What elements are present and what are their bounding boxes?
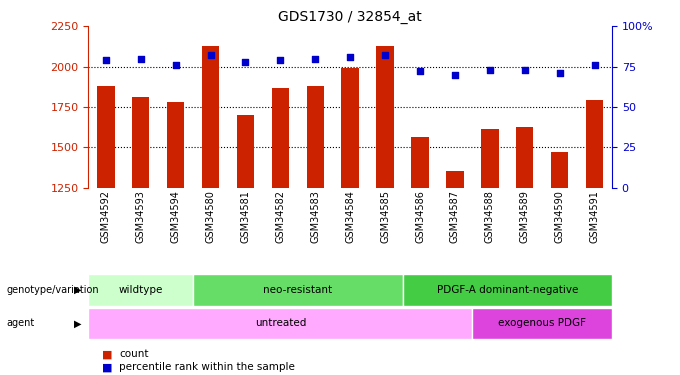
Text: exogenous PDGF: exogenous PDGF [498,318,586,328]
Text: GSM34586: GSM34586 [415,190,425,243]
Bar [193,274,403,306]
Text: PDGF-A dominant-negative: PDGF-A dominant-negative [437,285,578,295]
Text: GSM34584: GSM34584 [345,190,355,243]
Bar [132,97,150,188]
Bar [377,46,394,188]
Text: untreated: untreated [255,318,306,328]
Point [449,72,460,78]
Point [484,67,495,73]
Text: count: count [119,350,148,359]
Bar [341,68,359,188]
Bar [237,115,254,188]
Text: GSM34582: GSM34582 [275,190,286,243]
Point [415,68,426,74]
Bar [411,137,428,188]
Point [170,62,181,68]
Point [554,70,565,76]
Text: GSM34587: GSM34587 [450,190,460,243]
Bar [202,46,219,188]
Text: GSM34593: GSM34593 [136,190,146,243]
Text: GSM34594: GSM34594 [171,190,181,243]
Point [275,57,286,63]
Point [379,52,390,58]
Point [205,52,216,58]
Text: ■: ■ [102,350,112,359]
Text: GSM34589: GSM34589 [520,190,530,243]
Text: genotype/variation: genotype/variation [7,285,99,295]
Bar [307,86,324,188]
Text: GSM34591: GSM34591 [590,190,600,243]
Text: ■: ■ [102,363,112,372]
Point [240,59,251,65]
Text: GSM34580: GSM34580 [205,190,216,243]
Text: neo-resistant: neo-resistant [263,285,333,295]
Point [345,54,356,60]
Text: GSM34581: GSM34581 [241,190,250,243]
Text: agent: agent [7,318,35,328]
Bar [585,100,603,188]
Text: ▶: ▶ [74,285,82,295]
Bar [551,152,568,188]
Bar [88,308,473,339]
Text: ▶: ▶ [74,318,82,328]
Text: GSM34588: GSM34588 [485,190,495,243]
Bar [516,127,534,188]
Point [310,56,321,62]
Text: GSM34590: GSM34590 [555,190,564,243]
Point [101,57,112,63]
Title: GDS1730 / 32854_at: GDS1730 / 32854_at [278,10,422,24]
Bar [481,129,498,188]
Text: percentile rank within the sample: percentile rank within the sample [119,363,295,372]
Bar [446,171,464,188]
Bar [167,102,184,188]
Text: GSM34583: GSM34583 [310,190,320,243]
Text: GSM34592: GSM34592 [101,190,111,243]
Point [135,56,146,62]
Point [520,67,530,73]
Bar [272,87,289,188]
Bar [97,86,114,188]
Point [589,62,600,68]
Text: GSM34585: GSM34585 [380,190,390,243]
Bar [403,274,612,306]
Bar [473,308,612,339]
Bar [88,274,193,306]
Text: wildtype: wildtype [118,285,163,295]
